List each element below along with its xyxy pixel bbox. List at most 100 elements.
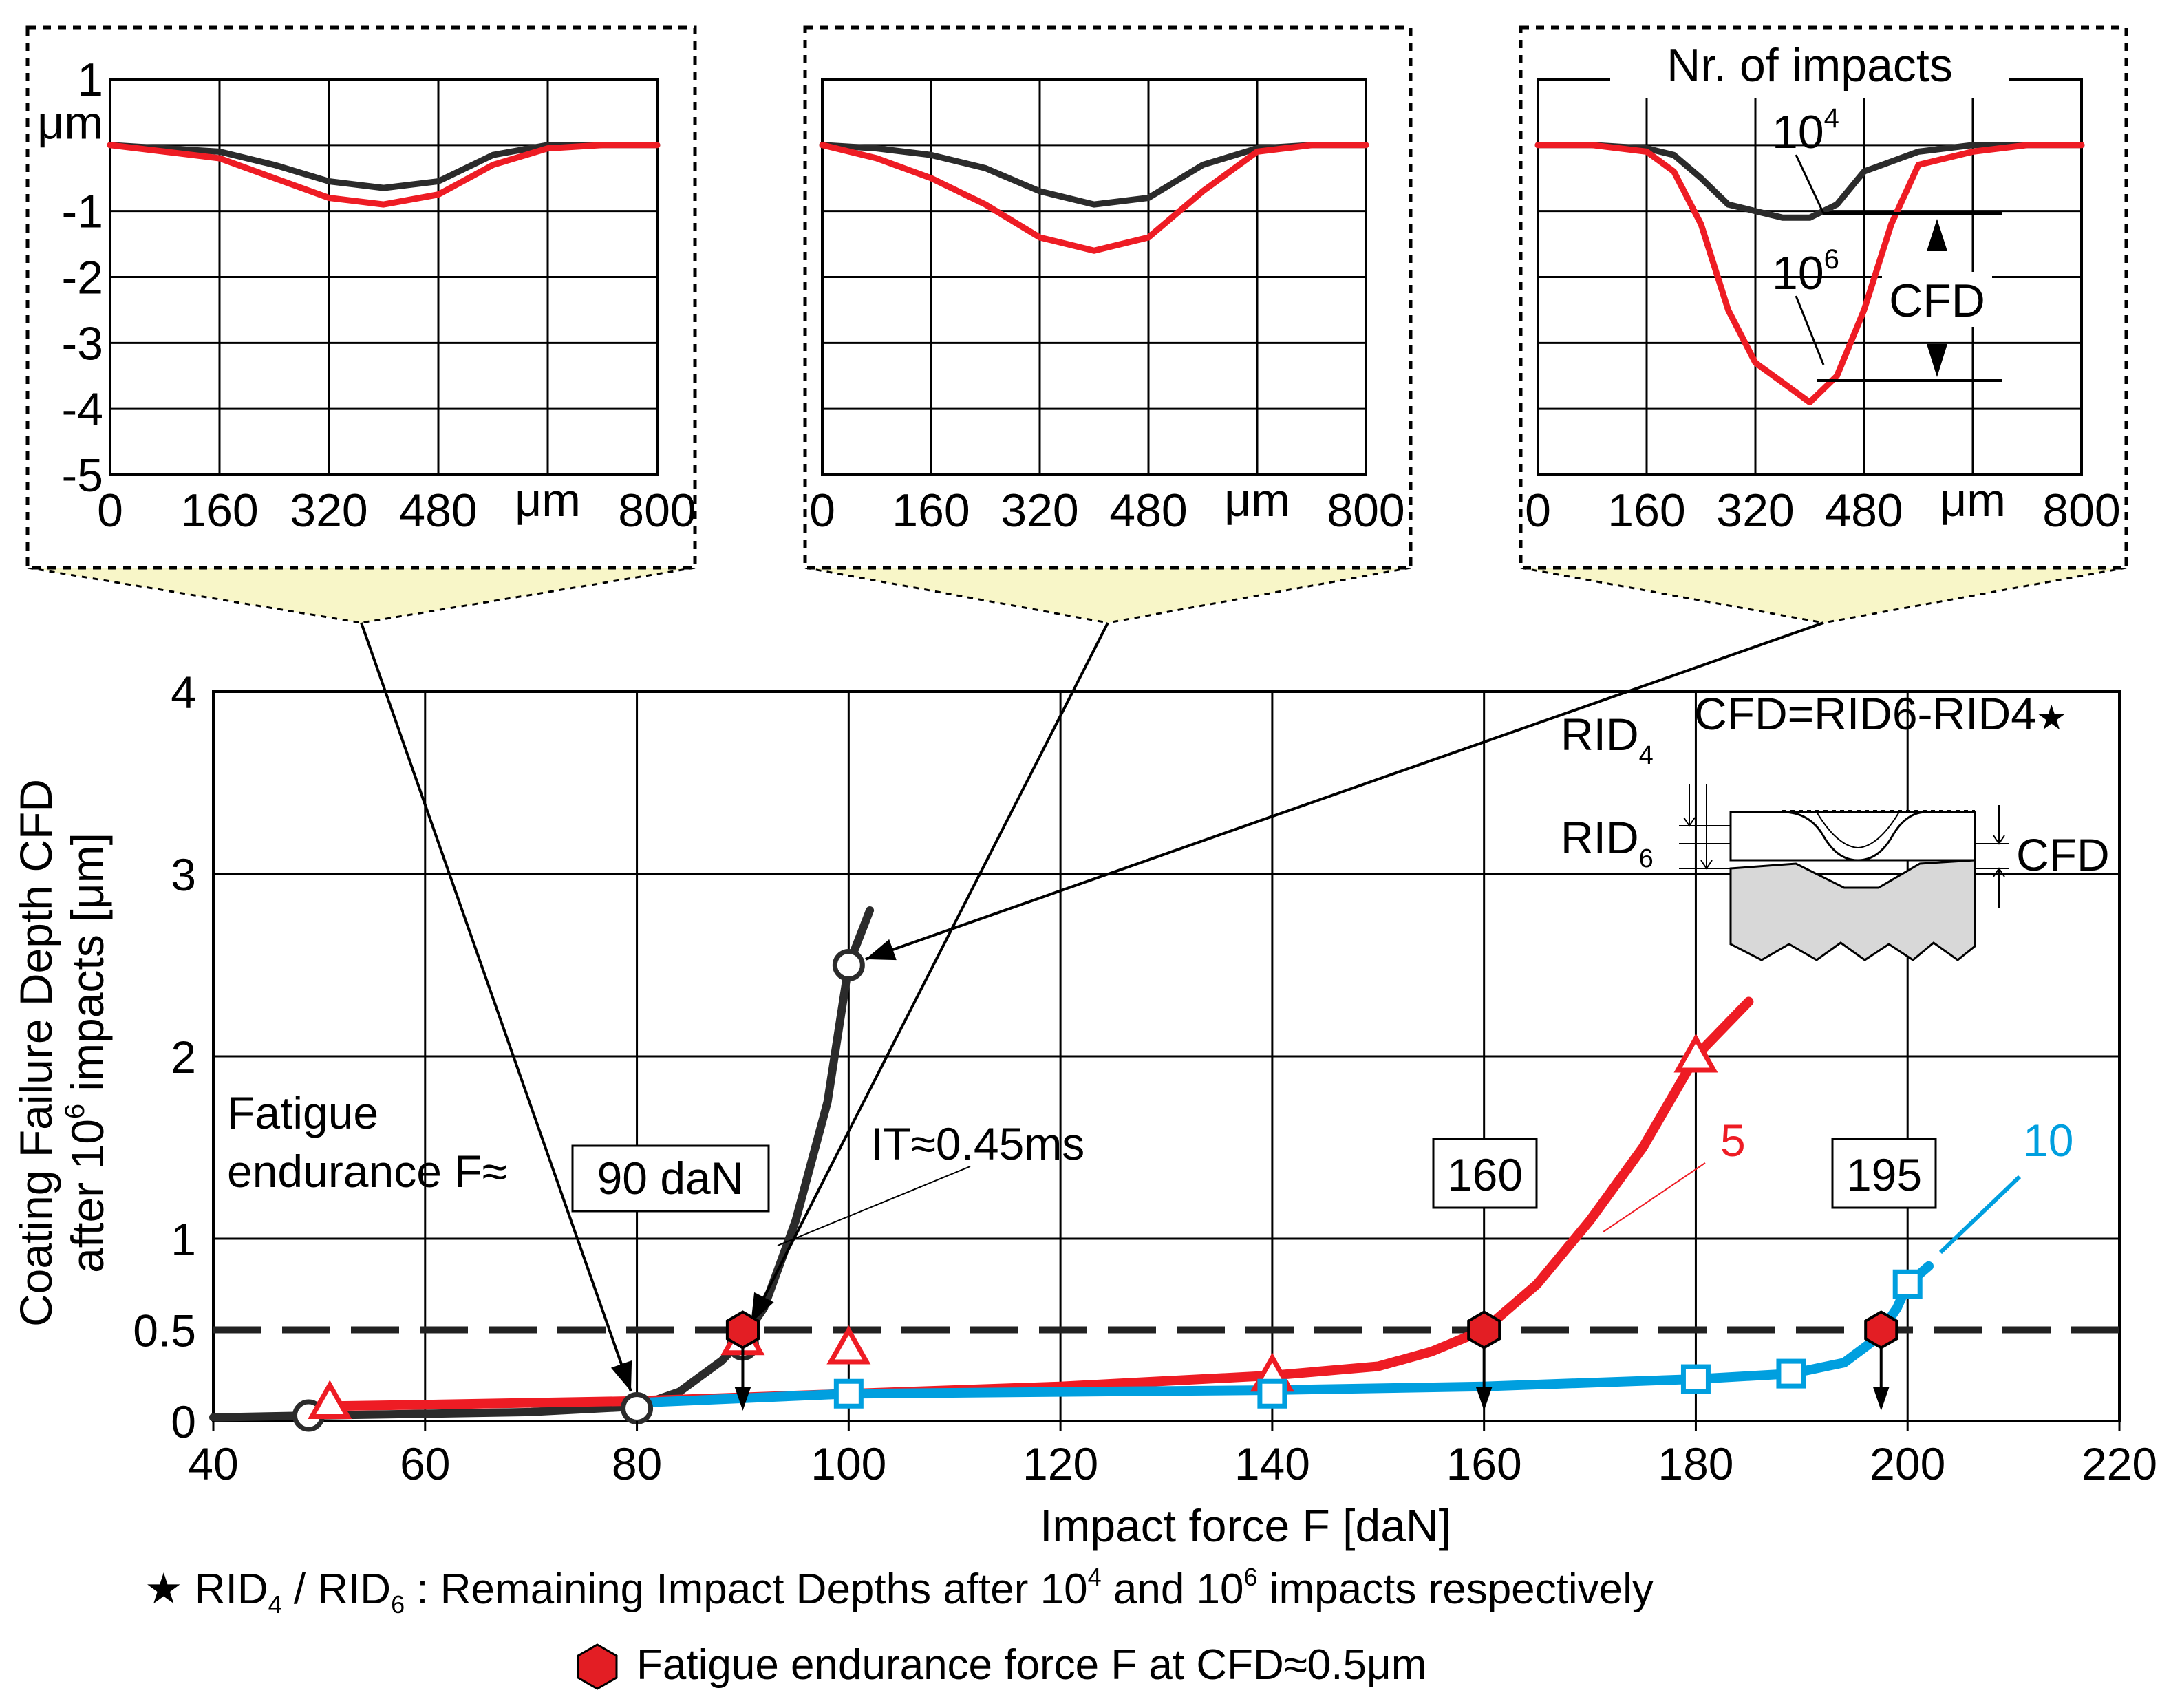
endurance-marker xyxy=(1467,1310,1501,1349)
inset-pointer-arrows xyxy=(360,621,1824,1392)
inset-x-tick: 480 xyxy=(1825,484,1903,537)
fatigue-label-line1: Fatigue xyxy=(227,1087,378,1138)
y-axis-label-line1: Coating Failure Depth CFD xyxy=(10,779,61,1327)
inset-y-tick: μm xyxy=(37,96,103,149)
inset-cfd-arrow-up xyxy=(1927,219,1947,251)
y-tick-label: 4 xyxy=(171,667,196,718)
rid6-label: RID6 xyxy=(1561,812,1654,873)
inset-x-tick: 320 xyxy=(290,484,367,537)
cfd-label: CFD xyxy=(2016,829,2110,880)
inset-title-bg xyxy=(1610,43,2009,98)
main-series xyxy=(209,906,1934,1432)
inset-x-tick: μm xyxy=(1224,474,1290,526)
y-tick-label: 1 xyxy=(171,1214,196,1265)
endurance-marker xyxy=(725,1310,760,1349)
x-tick-label: 80 xyxy=(612,1438,662,1489)
footnote-endurance: Fatigue endurance force F at CFD≈0.5μm xyxy=(637,1641,1426,1689)
inset-label-1e6: 106 xyxy=(1772,244,1839,299)
inset-pointer-line xyxy=(749,622,1109,1324)
x-tick-label: 140 xyxy=(1234,1438,1310,1489)
inset-x-tick: 800 xyxy=(618,484,696,537)
inset-x-tick: 480 xyxy=(399,484,477,537)
series-point xyxy=(1673,1033,1718,1073)
inset-x-tick: μm xyxy=(515,474,581,526)
y-tick-label: 0 xyxy=(171,1396,196,1447)
inset-y-tick: 1 xyxy=(77,54,103,106)
inset-callout-edge xyxy=(1823,566,2127,624)
inset-leader xyxy=(1795,154,1825,214)
inset-x-tick: 320 xyxy=(1716,484,1794,537)
inset-series-line xyxy=(819,142,1369,254)
main-grid xyxy=(212,690,2121,1422)
series-5-leader xyxy=(1603,1162,1706,1232)
endurance-marker xyxy=(1864,1310,1898,1349)
inset-series-line xyxy=(1534,142,2085,406)
y-tick-label: 2 xyxy=(171,1032,196,1082)
inset-x-tick: μm xyxy=(1940,474,2006,526)
inset-callout-edge xyxy=(804,566,1109,624)
inset-callout-edge xyxy=(361,566,696,624)
x-tick-label: 220 xyxy=(2082,1438,2157,1489)
inset-pointer-line xyxy=(865,621,1824,961)
x-tick-label: 100 xyxy=(811,1438,886,1489)
series-point xyxy=(1892,1269,1923,1299)
y-tick-label: 3 xyxy=(171,849,196,900)
inset-callout-fill xyxy=(28,568,695,623)
inset-cfd-bg xyxy=(1882,272,1992,327)
series-point xyxy=(1680,1364,1711,1394)
x-tick-label: 120 xyxy=(1023,1438,1098,1489)
x-tick-label: 180 xyxy=(1658,1438,1733,1489)
endurance-drop-arrow xyxy=(1475,1387,1493,1411)
series-point xyxy=(832,949,865,981)
inset-pointer-line xyxy=(360,622,632,1392)
footnote-rid: ★ RID4 / RID6 : Remaining Impact Depths … xyxy=(145,1563,1654,1619)
cfd-schematic: CFD=RID6-RID4★ RID4 RID6 CFD xyxy=(1561,688,2110,961)
inset-y-tick: -2 xyxy=(62,252,103,304)
series-line-10 xyxy=(632,1261,1934,1408)
endurance-drop-arrow xyxy=(1872,1387,1890,1411)
y-tick-label: 0.5 xyxy=(133,1305,196,1356)
x-tick-label: 60 xyxy=(400,1438,450,1489)
inset-callout-edge xyxy=(27,566,362,624)
inset-cfd-arrow-down xyxy=(1927,344,1947,377)
box-195-label: 195 xyxy=(1846,1149,1922,1200)
inset-series-line xyxy=(1534,142,2085,221)
it-leader xyxy=(777,1166,971,1246)
inset-x-tick: 0 xyxy=(809,484,835,537)
x-axis-label: Impact force F [daN] xyxy=(1040,1500,1451,1551)
inset-panel-2: 0 160 320 480 μm 800 xyxy=(803,25,1413,570)
inset-pointer-head xyxy=(865,939,897,961)
series-point xyxy=(1776,1358,1806,1389)
inset-x-tick: 160 xyxy=(892,484,970,537)
inset-y-tick: -3 xyxy=(62,317,103,370)
box-90-label: 90 daN xyxy=(597,1153,744,1204)
box-195-frame xyxy=(1831,1138,1937,1209)
box-160-label: 160 xyxy=(1447,1149,1523,1200)
endurance-markers xyxy=(725,1310,1898,1411)
cfd-formula: CFD=RID6-RID4★ xyxy=(1694,688,2067,739)
footnote-endurance-marker xyxy=(577,1643,618,1690)
inset-x-tick: 0 xyxy=(97,484,123,537)
inset-pointer-head xyxy=(751,1292,774,1323)
y-axis-label-line2: after 106 impacts [μm] xyxy=(60,833,113,1273)
box-90-frame xyxy=(571,1144,770,1213)
inset-label-1e4: 104 xyxy=(1772,103,1839,158)
inset-callout-edge xyxy=(1107,566,1411,624)
inset-y-tick: -1 xyxy=(62,186,103,238)
fatigue-label-line2: endurance F≈ xyxy=(227,1146,507,1197)
series-point xyxy=(308,1380,352,1419)
inset-series-line xyxy=(107,142,661,208)
inset-x-tick: 0 xyxy=(1525,484,1551,537)
y-axis-label: Coating Failure Depth CFD after 106 impa… xyxy=(10,779,113,1327)
inset-callout-fill xyxy=(1521,568,2126,623)
series-point xyxy=(826,1325,871,1365)
inset-x-tick: 480 xyxy=(1109,484,1187,537)
x-tick-label: 200 xyxy=(1870,1438,1945,1489)
endurance-drop-arrow xyxy=(734,1387,751,1411)
inset-x-tick: 160 xyxy=(180,484,258,537)
series-line-black xyxy=(209,906,875,1422)
inset-pointer-head xyxy=(610,1360,632,1391)
